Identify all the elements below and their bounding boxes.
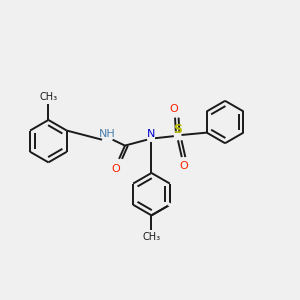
Text: CH₃: CH₃ bbox=[39, 92, 58, 102]
Text: CH₃: CH₃ bbox=[142, 232, 160, 242]
Text: S: S bbox=[173, 123, 182, 136]
Text: O: O bbox=[179, 161, 188, 171]
Text: N: N bbox=[147, 129, 156, 139]
Text: O: O bbox=[169, 104, 178, 114]
Text: O: O bbox=[112, 164, 121, 174]
Text: NH: NH bbox=[99, 129, 116, 139]
